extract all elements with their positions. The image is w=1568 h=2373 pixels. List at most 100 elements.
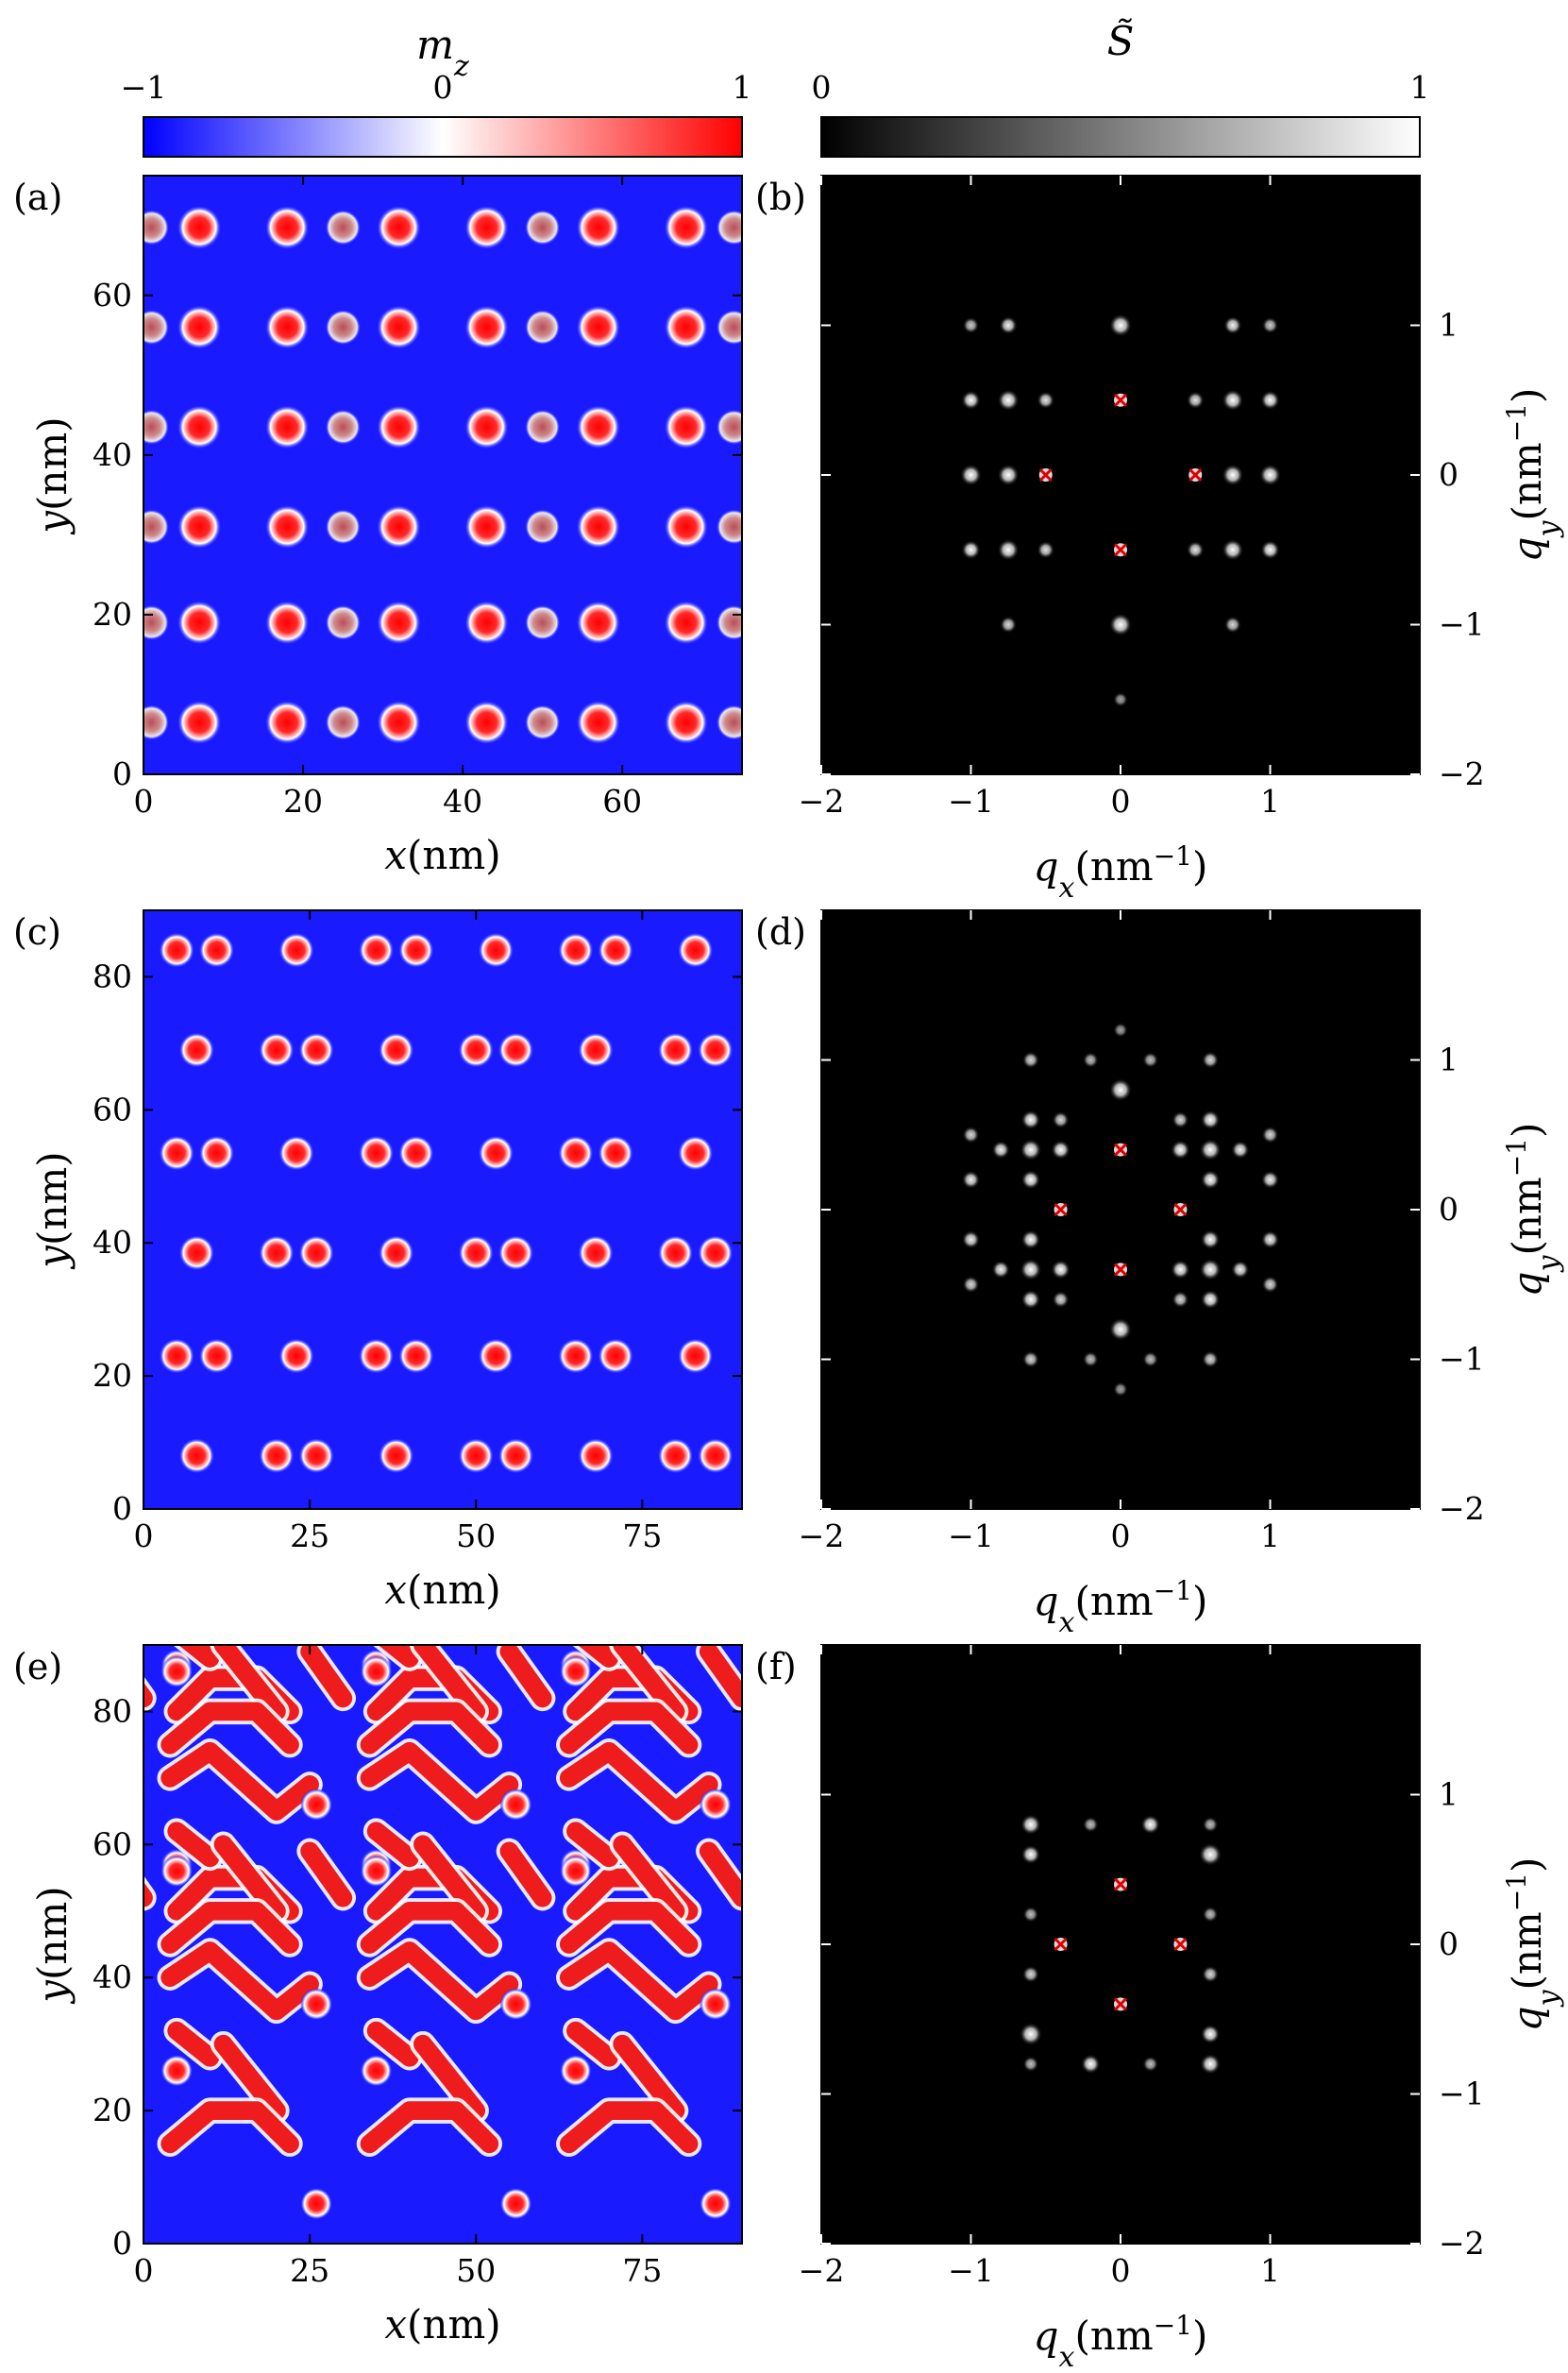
bragg-peak	[1020, 1170, 1041, 1190]
skyrmion	[101, 1589, 133, 1621]
bragg-peak	[1261, 1276, 1279, 1294]
x-tick-label: 60	[602, 783, 642, 820]
q-marker	[1189, 467, 1203, 483]
skyrmion	[559, 1855, 592, 1888]
skyrmion	[264, 600, 310, 646]
skyrmion	[143, 604, 170, 641]
skyrmion	[464, 700, 510, 745]
skyrmion	[677, 1337, 714, 1374]
skyrmion	[178, 1437, 215, 1474]
svg-text:qx(nm−1): qx(nm−1)	[1034, 1575, 1208, 1639]
mz-background	[143, 1645, 742, 2244]
y-tick-label: 80	[93, 958, 132, 994]
bragg-peak	[997, 389, 1020, 412]
skyrmion	[143, 704, 170, 740]
skyrmion	[578, 1031, 615, 1068]
plot-frame	[143, 175, 743, 775]
xlabel-b: qx(nm−1)	[1034, 840, 1208, 905]
colorbar-s-tick: 0	[812, 69, 832, 106]
skyrmion	[298, 1234, 335, 1271]
skyrmion	[576, 304, 621, 350]
skyrmion	[576, 404, 621, 449]
stripe-domain	[213, 1835, 286, 1921]
bragg-peak	[1222, 464, 1244, 486]
y-tick-label: 0	[1439, 1191, 1458, 1228]
skyrmion	[360, 1855, 393, 1888]
skyrmion	[759, 1856, 791, 1888]
stripe-domain	[413, 2034, 486, 2120]
skyrmion	[376, 504, 422, 550]
bragg-peak	[1200, 1289, 1221, 1310]
skyrmion	[300, 1589, 332, 1621]
skyrmion	[143, 210, 170, 246]
colorbar-s-label: S̃	[1107, 17, 1135, 64]
q-marker	[1113, 1263, 1128, 1277]
skyrmion	[458, 1234, 495, 1271]
skyrmion	[264, 404, 310, 449]
bragg-peak	[1202, 1051, 1220, 1069]
stripe-domain	[366, 1822, 419, 1868]
svg-text:qy(nm−1): qy(nm−1)	[1501, 388, 1565, 563]
skyrmion	[358, 1337, 395, 1374]
skyrmion	[278, 932, 315, 969]
stripe-domain	[170, 1512, 290, 1545]
skyrmion	[557, 1337, 594, 1374]
y-tick-label: 1	[1439, 1042, 1458, 1078]
y-tick-label: 0	[1439, 456, 1458, 493]
y-tick-label: 60	[93, 1091, 132, 1127]
y-tick-label: −2	[1439, 2225, 1485, 2262]
bragg-peak	[1113, 1381, 1128, 1397]
y-tick-label: 1	[1439, 307, 1458, 344]
colorbar-s-tick: 1	[1410, 69, 1430, 106]
bragg-peak	[997, 538, 1020, 561]
stripe-domain	[0, 1079, 91, 1112]
bragg-peak	[1186, 540, 1205, 559]
skyrmion	[899, 1589, 931, 1621]
ylabel-e: y(nm)	[29, 1886, 76, 2004]
skyrmion	[300, 2187, 333, 2220]
stripe-domain	[559, 1702, 699, 1754]
stripe-domain	[160, 1941, 319, 2021]
skyrmion	[478, 932, 514, 969]
sq-background	[821, 176, 1420, 774]
stripe-domain	[213, 2034, 286, 2120]
skyrmion	[101, 1190, 133, 1222]
skyrmion	[325, 409, 362, 446]
skyrmion	[657, 1031, 694, 1068]
bragg-peak	[1022, 1906, 1039, 1923]
ylabel-c: y(nm)	[29, 1151, 76, 1269]
skyrmion	[697, 1234, 733, 1271]
y-tick-label: 40	[93, 1958, 132, 1995]
skyrmion	[358, 932, 395, 969]
skyrmion	[278, 1337, 315, 1374]
stripe-domain	[160, 1702, 299, 1754]
bragg-peak	[1020, 1229, 1041, 1249]
y-tick-label: −2	[1439, 1490, 1485, 1527]
x-tick-label: 20	[283, 783, 323, 820]
bragg-peak	[1140, 1815, 1160, 1835]
stripe-domain	[569, 1551, 709, 1611]
stripe-domain	[167, 2021, 220, 2067]
skyrmion	[576, 205, 621, 250]
bragg-peak	[1037, 540, 1055, 559]
x-tick-label: 0	[134, 783, 154, 820]
panel-label-f: (f)	[755, 1646, 797, 1687]
stripe-domain	[0, 1752, 110, 1811]
skyrmion	[759, 2055, 791, 2087]
bragg-peak	[1199, 1139, 1222, 1161]
bragg-peak	[1051, 1260, 1071, 1280]
stripe-domain	[178, 1645, 220, 1668]
stripe-domain-halo	[768, 1551, 908, 1611]
q-marker	[1113, 1997, 1128, 2011]
bragg-peak	[1082, 1351, 1099, 1367]
sq-background	[821, 1645, 1420, 2244]
bragg-peak	[961, 1230, 981, 1249]
stripe-domain-halo	[775, 1432, 808, 1459]
skyrmion	[264, 504, 310, 550]
sq-background	[821, 910, 1420, 1509]
bragg-peak	[1202, 1350, 1220, 1368]
bragg-peak	[1081, 2054, 1101, 2074]
skyrmion	[300, 1589, 332, 1621]
x-tick-label: 40	[443, 783, 482, 820]
